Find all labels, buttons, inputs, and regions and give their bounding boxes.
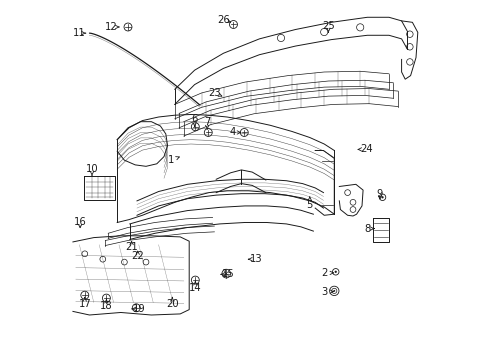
Circle shape	[333, 290, 335, 292]
Text: 14: 14	[189, 283, 201, 293]
Text: 5: 5	[307, 200, 313, 210]
Text: 25: 25	[322, 21, 335, 31]
Text: 6: 6	[192, 114, 198, 124]
Text: 3: 3	[321, 287, 327, 297]
Text: 1: 1	[168, 155, 174, 165]
Text: 19: 19	[132, 304, 145, 314]
Text: 2: 2	[321, 268, 327, 278]
Text: 13: 13	[249, 254, 262, 264]
Text: 12: 12	[105, 22, 118, 32]
Text: 18: 18	[100, 301, 113, 311]
Text: 26: 26	[217, 15, 230, 25]
Circle shape	[381, 196, 384, 198]
Text: 15: 15	[221, 269, 234, 279]
Text: 22: 22	[131, 251, 144, 261]
Text: 4: 4	[229, 127, 236, 138]
Text: 9: 9	[377, 189, 383, 199]
Text: 20: 20	[166, 299, 178, 309]
Text: 16: 16	[74, 217, 87, 228]
Text: 7: 7	[204, 117, 210, 127]
Text: 17: 17	[78, 299, 91, 309]
Text: 8: 8	[364, 224, 370, 234]
Circle shape	[335, 271, 337, 273]
Text: 11: 11	[73, 28, 86, 38]
Text: 21: 21	[125, 242, 138, 252]
Text: 24: 24	[360, 144, 373, 154]
Text: 23: 23	[208, 88, 220, 98]
Text: 10: 10	[86, 164, 98, 174]
